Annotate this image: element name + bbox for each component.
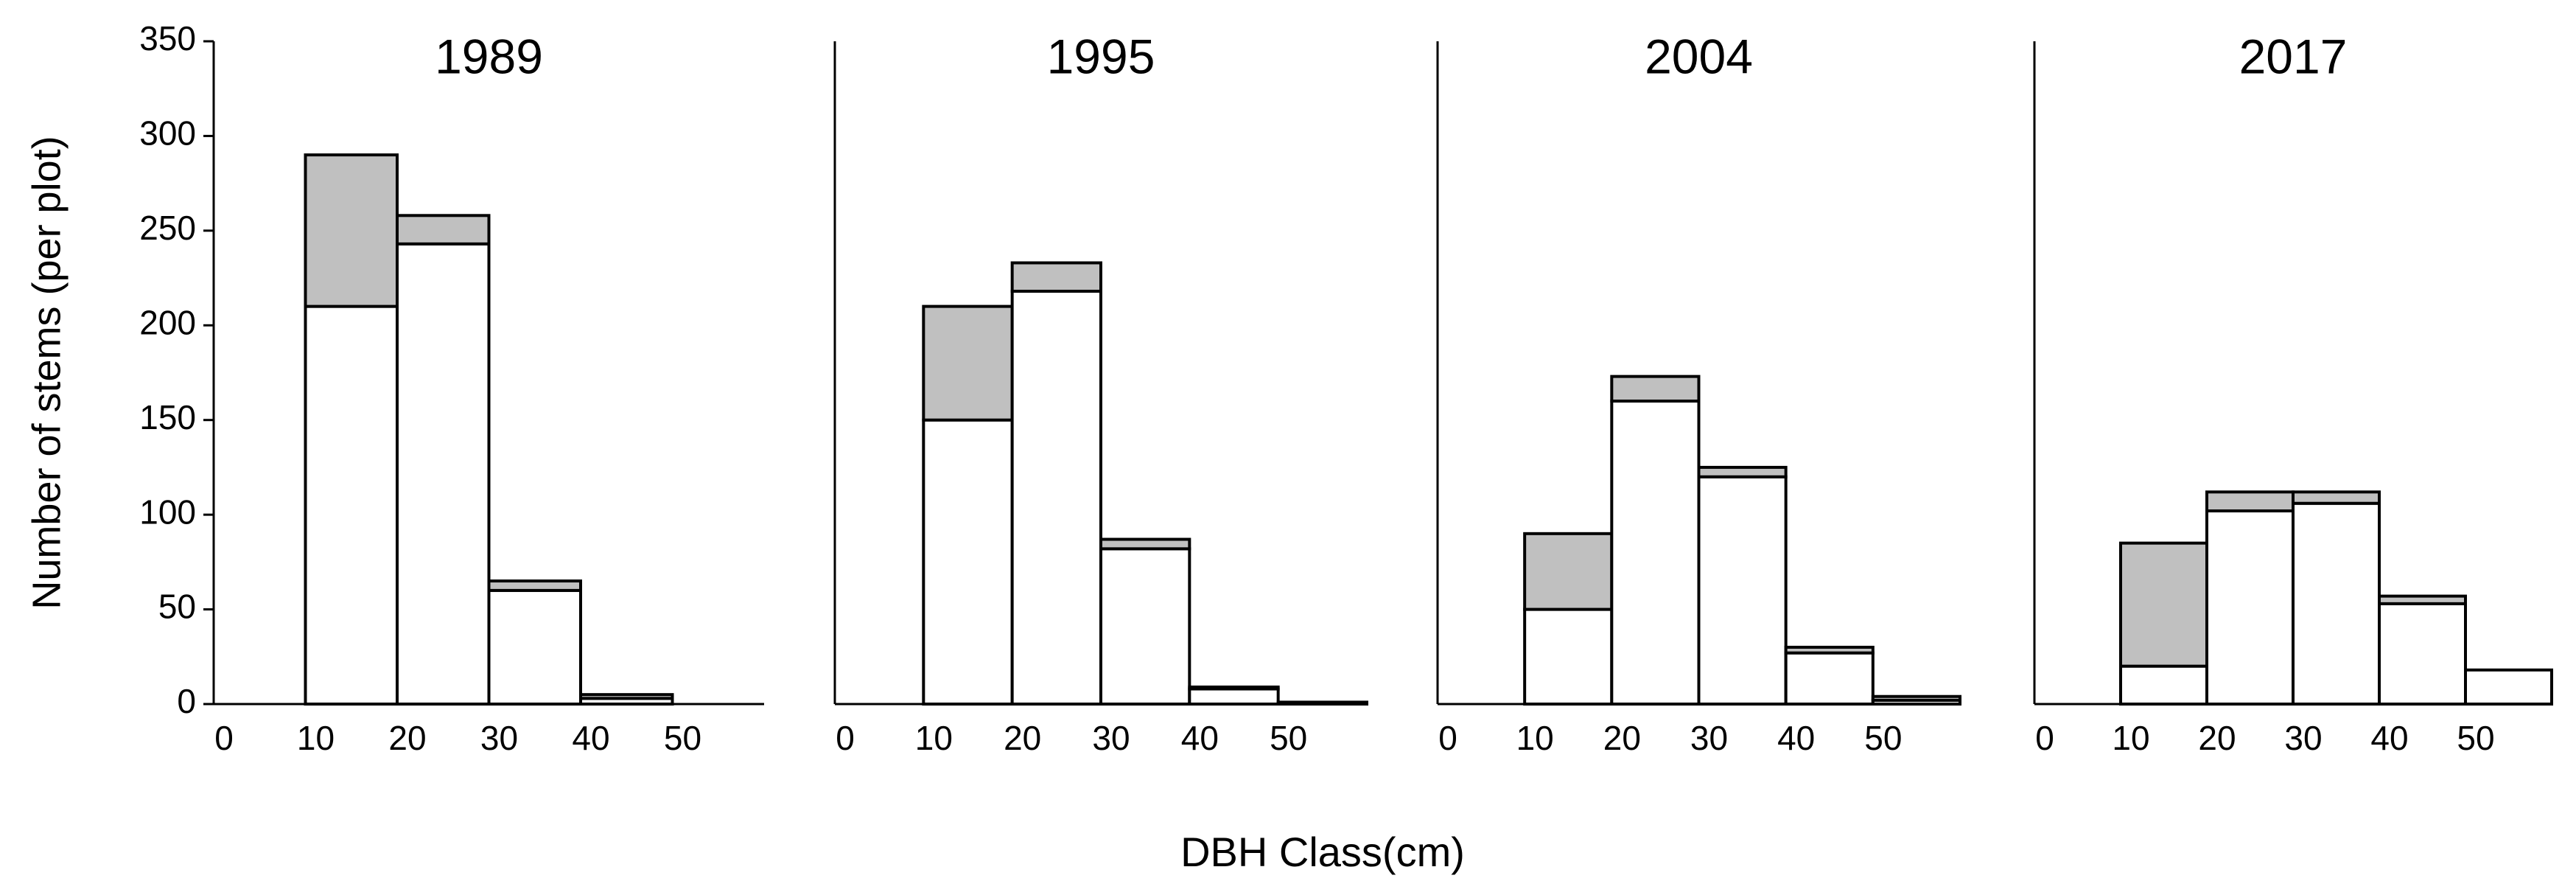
y-tick-label: 200 [139, 303, 196, 341]
x-tick-label: 50 [2457, 719, 2494, 757]
x-tick-label: 20 [2198, 719, 2236, 757]
x-tick-label: 40 [2370, 719, 2408, 757]
bar-segment [579, 693, 674, 700]
bar-segment [396, 214, 491, 245]
bar-segment [922, 304, 1014, 422]
bar-segment [1099, 537, 1191, 551]
x-tick-label: 40 [1181, 719, 1219, 757]
bar-segment [2292, 501, 2381, 706]
x-tick-label: 50 [664, 719, 701, 757]
y-tick-label: 100 [139, 492, 196, 531]
bar-segment [1188, 687, 1280, 706]
bar-segment [487, 588, 582, 706]
bar-segment [2205, 509, 2295, 706]
bar-segment [1697, 465, 1788, 478]
x-tick-label: 0 [836, 719, 855, 757]
bar-segment [1188, 685, 1280, 691]
x-tick-label: 30 [1092, 719, 1130, 757]
x-tick-label: 0 [214, 719, 234, 757]
x-tick-label: 10 [915, 719, 953, 757]
bar-segment [2464, 668, 2553, 706]
bar-segment [922, 418, 1014, 706]
x-tick-label: 20 [1603, 719, 1641, 757]
bar-segment [1010, 261, 1102, 293]
bar-segment [1784, 645, 1875, 655]
y-tick-label: 250 [139, 209, 196, 247]
x-tick-label: 30 [480, 719, 518, 757]
bar-segment [487, 579, 582, 592]
panel-title: 2004 [1645, 29, 1753, 83]
x-tick-label: 10 [297, 719, 335, 757]
bar-segment [1871, 694, 1961, 702]
panel-title: 1995 [1047, 29, 1155, 83]
x-tick-label: 0 [1438, 719, 1457, 757]
x-tick-label: 10 [2112, 719, 2149, 757]
y-tick-label: 50 [158, 588, 196, 626]
bar-segment [2378, 594, 2467, 605]
x-tick-label: 30 [2284, 719, 2322, 757]
y-tick-label: 350 [139, 19, 196, 58]
bar-segment [1610, 375, 1701, 403]
x-tick-label: 30 [1690, 719, 1728, 757]
x-axis-label: DBH Class(cm) [1180, 829, 1465, 875]
x-tick-label: 20 [388, 719, 426, 757]
x-tick-label: 40 [572, 719, 609, 757]
y-tick-label: 0 [177, 682, 196, 720]
bar-segment [2292, 490, 2381, 505]
y-axis-label: Number of stems (per plot) [24, 136, 69, 609]
panel-title: 1989 [435, 29, 543, 83]
bar-segment [1784, 651, 1875, 706]
bar-segment [1610, 400, 1701, 706]
bar-segment [2205, 490, 2295, 513]
bar-segment [396, 242, 491, 706]
bar-segment [2378, 602, 2467, 706]
bar-segment [1523, 607, 1614, 706]
x-tick-label: 40 [1777, 719, 1815, 757]
x-tick-label: 10 [1516, 719, 1554, 757]
x-tick-label: 50 [1864, 719, 1902, 757]
x-tick-label: 0 [2035, 719, 2054, 757]
panel-title: 2017 [2239, 29, 2348, 83]
bar-segment [1010, 290, 1102, 706]
y-tick-label: 150 [139, 398, 196, 436]
x-tick-label: 50 [1270, 719, 1307, 757]
y-tick-label: 300 [139, 114, 196, 153]
bar-segment [2119, 664, 2208, 706]
x-tick-label: 20 [1004, 719, 1041, 757]
bar-segment [1697, 475, 1788, 706]
bar-segment [2119, 541, 2208, 668]
bar-segment [1523, 532, 1614, 611]
bar-segment [1099, 547, 1191, 706]
bar-segment [304, 153, 399, 308]
bar-segment [304, 304, 399, 706]
